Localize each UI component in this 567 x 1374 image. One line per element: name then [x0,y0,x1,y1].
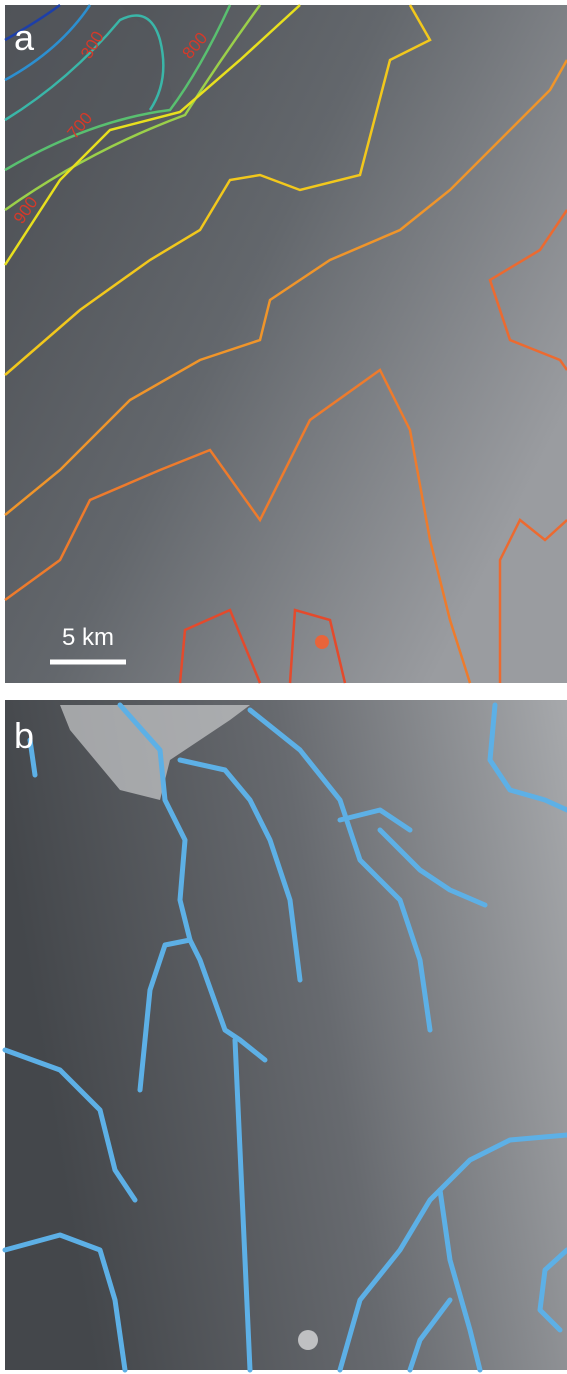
figure: 300 800 700 900 a 5 km b [0,0,567,1374]
panel-b: b [5,700,567,1370]
summit [298,1330,318,1350]
panel-a: 300 800 700 900 a 5 km [5,5,567,683]
panel-label: a [14,17,35,58]
image-b [5,700,567,1370]
scale-label: 5 km [62,624,114,651]
panel-label: b [14,715,34,756]
summit [315,635,329,649]
